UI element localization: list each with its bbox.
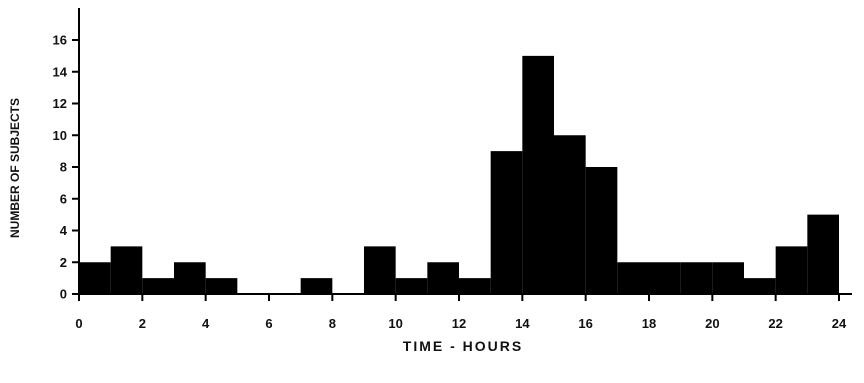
histogram-bar — [110, 246, 143, 294]
histogram-bar — [205, 278, 238, 294]
x-ticks-group: 0 2 4 6 8 10 12 14 16 18 20 22 24 — [75, 294, 847, 331]
x-tick-label: 24 — [832, 316, 847, 331]
bars-group — [79, 55, 839, 294]
histogram-bar — [554, 135, 586, 294]
histogram-bar — [364, 246, 396, 294]
y-tick-label: 10 — [53, 128, 67, 143]
x-tick-label: 8 — [329, 316, 336, 331]
histogram-bar — [712, 262, 744, 294]
histogram-bar — [427, 262, 459, 294]
y-tick-label: 12 — [53, 96, 67, 111]
histogram-bar — [395, 278, 428, 294]
histogram-bar — [300, 278, 333, 294]
x-tick-label: 12 — [452, 316, 466, 331]
x-axis-label: TIME - HOURS — [403, 338, 523, 354]
histogram-bar — [490, 151, 523, 294]
y-tick-label: 6 — [60, 191, 67, 206]
y-tick-label: 0 — [60, 287, 67, 302]
y-tick-label: 16 — [53, 33, 67, 48]
histogram-bar — [680, 262, 713, 294]
y-tick-label: 14 — [53, 64, 68, 79]
y-tick-label: 8 — [60, 160, 67, 175]
histogram-bar — [522, 55, 554, 294]
histogram-bar — [807, 214, 839, 294]
x-tick-label: 20 — [705, 316, 719, 331]
x-tick-label: 16 — [578, 316, 592, 331]
histogram-bar — [585, 167, 618, 294]
histogram-bar — [79, 262, 111, 294]
x-tick-label: 0 — [75, 316, 82, 331]
histogram-bar — [142, 278, 174, 294]
y-tick-label: 2 — [60, 255, 67, 270]
y-ticks-group: 0 2 4 6 8 10 12 14 16 — [53, 33, 79, 302]
histogram-bar — [174, 262, 206, 294]
y-axis-label: NUMBER OF SUBJECTS — [8, 98, 22, 238]
x-tick-label: 10 — [388, 316, 402, 331]
x-tick-label: 22 — [768, 316, 782, 331]
x-tick-label: 14 — [515, 316, 530, 331]
x-tick-label: 18 — [642, 316, 656, 331]
histogram-bar — [617, 262, 649, 294]
histogram-bar — [744, 278, 776, 294]
histogram-bar — [775, 246, 808, 294]
x-tick-label: 6 — [265, 316, 272, 331]
histogram-bar — [649, 262, 681, 294]
x-tick-label: 4 — [202, 316, 210, 331]
x-tick-label: 2 — [139, 316, 146, 331]
y-tick-label: 4 — [60, 223, 68, 238]
histogram-bar — [459, 278, 491, 294]
